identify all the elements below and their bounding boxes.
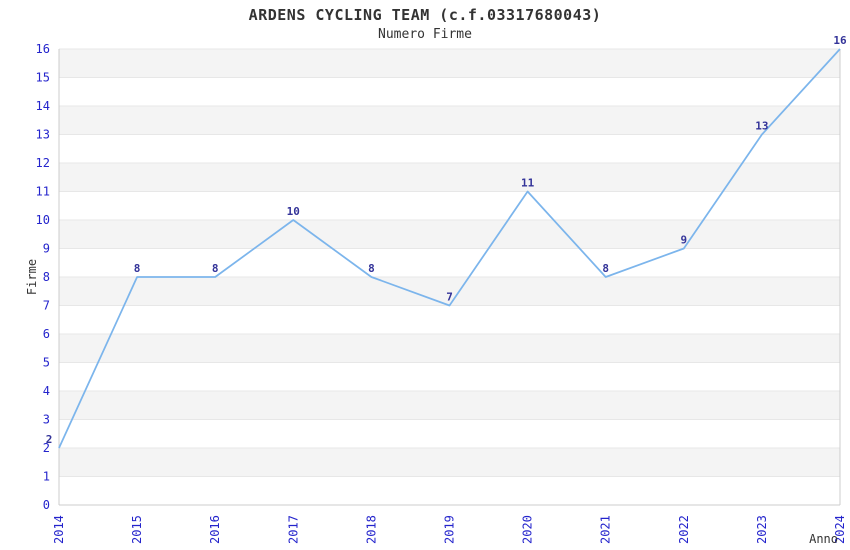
x-tick-label: 2019	[443, 515, 457, 544]
point-label: 8	[368, 262, 375, 275]
point-label: 16	[833, 34, 847, 47]
point-label: 8	[212, 262, 219, 275]
point-label: 11	[521, 177, 535, 190]
chart-title: ARDENS CYCLING TEAM (c.f.03317680043)	[248, 6, 602, 24]
y-tick-label: 6	[43, 327, 50, 341]
point-label: 2	[46, 433, 53, 446]
y-tick-label: 4	[43, 384, 50, 398]
point-label: 7	[446, 291, 453, 304]
point-label: 8	[134, 262, 141, 275]
x-tick-label: 2020	[521, 515, 535, 544]
y-tick-label: 7	[43, 299, 50, 313]
y-tick-label: 0	[43, 498, 50, 512]
y-tick-label: 1	[43, 470, 50, 484]
y-tick-label: 14	[36, 99, 50, 113]
x-axis-title: Anno	[809, 532, 838, 546]
grid-band	[59, 49, 840, 78]
y-tick-label: 11	[36, 185, 50, 199]
y-tick-label: 2	[43, 441, 50, 455]
y-tick-label: 10	[36, 213, 50, 227]
y-tick-label: 12	[36, 156, 50, 170]
y-tick-label: 15	[36, 71, 50, 85]
x-tick-label: 2014	[52, 515, 66, 544]
y-tick-label: 5	[43, 356, 50, 370]
point-label: 13	[755, 120, 768, 133]
x-tick-label: 2017	[286, 515, 300, 544]
grid-band	[59, 448, 840, 477]
x-tick-label: 2024	[833, 515, 847, 544]
x-tick-label: 2022	[677, 515, 691, 544]
x-tick-label: 2015	[130, 515, 144, 544]
grid-band	[59, 277, 840, 306]
series-line	[58, 48, 841, 449]
grid-band	[59, 106, 840, 135]
y-tick-label: 8	[43, 270, 50, 284]
grid-band	[59, 391, 840, 420]
y-axis-title: Firme	[25, 259, 39, 295]
x-tick-label: 2023	[755, 515, 769, 544]
grid-band	[59, 163, 840, 192]
chart-subtitle: Numero Firme	[378, 27, 472, 42]
point-label: 10	[287, 205, 300, 218]
y-tick-label: 13	[36, 128, 50, 142]
x-tick-label: 2018	[364, 515, 378, 544]
x-tick-label: 2021	[599, 515, 613, 544]
x-tick-label: 2016	[208, 515, 222, 544]
grid-band	[59, 220, 840, 249]
y-tick-label: 16	[36, 42, 50, 56]
point-label: 9	[680, 234, 687, 247]
point-label: 8	[602, 262, 609, 275]
y-tick-label: 9	[43, 242, 50, 256]
grid-band	[59, 334, 840, 363]
y-tick-label: 3	[43, 413, 50, 427]
